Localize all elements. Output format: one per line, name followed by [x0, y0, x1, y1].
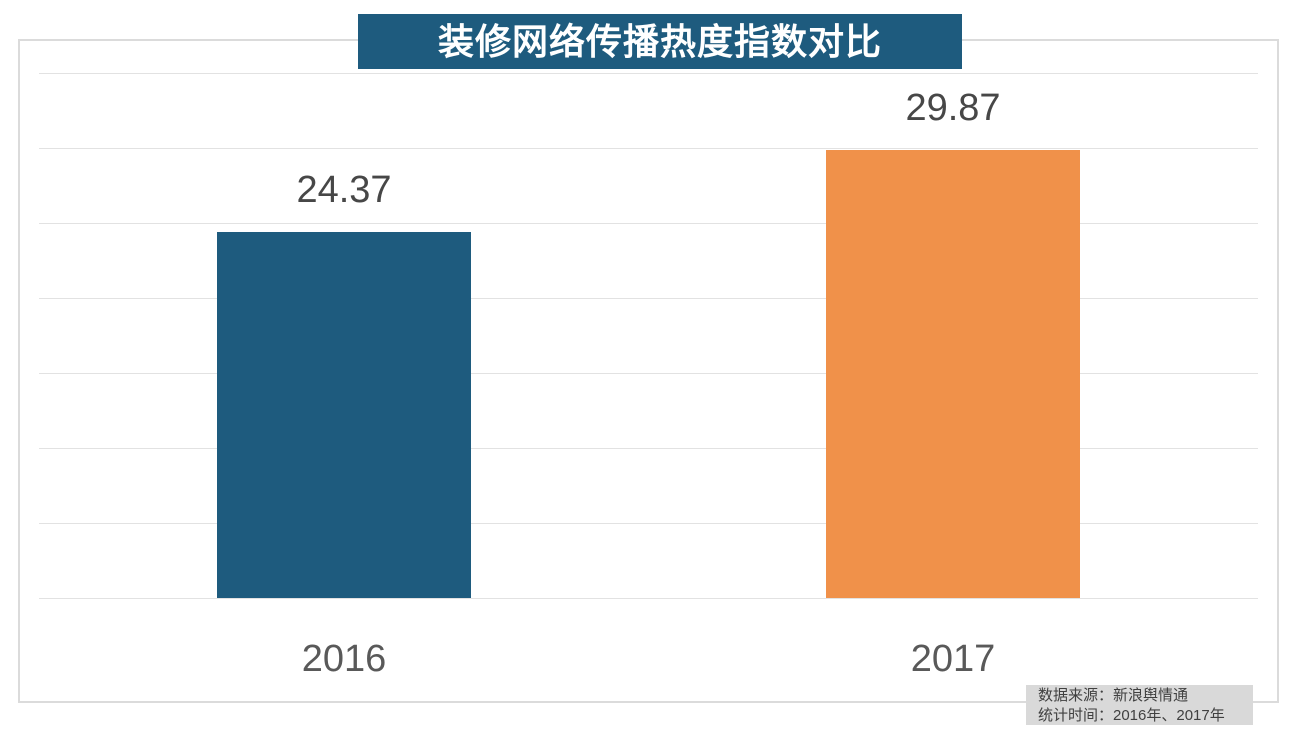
- bar-group-2016: 24.37: [217, 73, 471, 598]
- source-box: 数据来源：新浪舆情通 统计时间：2016年、2017年: [1026, 685, 1253, 725]
- value-label-2016: 24.37: [296, 169, 392, 211]
- gridline: [39, 448, 1258, 449]
- gridline: [39, 598, 1258, 599]
- source-line-period: 统计时间：2016年、2017年: [1038, 707, 1225, 724]
- gridline: [39, 223, 1258, 224]
- gridline: [39, 523, 1258, 524]
- gridline: [39, 73, 1258, 74]
- bar-group-2017: 29.87: [826, 73, 1080, 598]
- axis-label-2016: 2016: [301, 638, 387, 680]
- chart-title: 装修网络传播热度指数对比: [358, 14, 962, 69]
- bar-2017: [826, 150, 1080, 598]
- bar-2016: [217, 232, 471, 598]
- gridline: [39, 298, 1258, 299]
- gridline: [39, 373, 1258, 374]
- gridline: [39, 148, 1258, 149]
- source-line-datasource: 数据来源：新浪舆情通: [1038, 687, 1189, 704]
- value-label-2017: 29.87: [905, 87, 1001, 129]
- axis-label-2017: 2017: [910, 638, 996, 680]
- plot-area: 24.37 29.87: [39, 73, 1258, 599]
